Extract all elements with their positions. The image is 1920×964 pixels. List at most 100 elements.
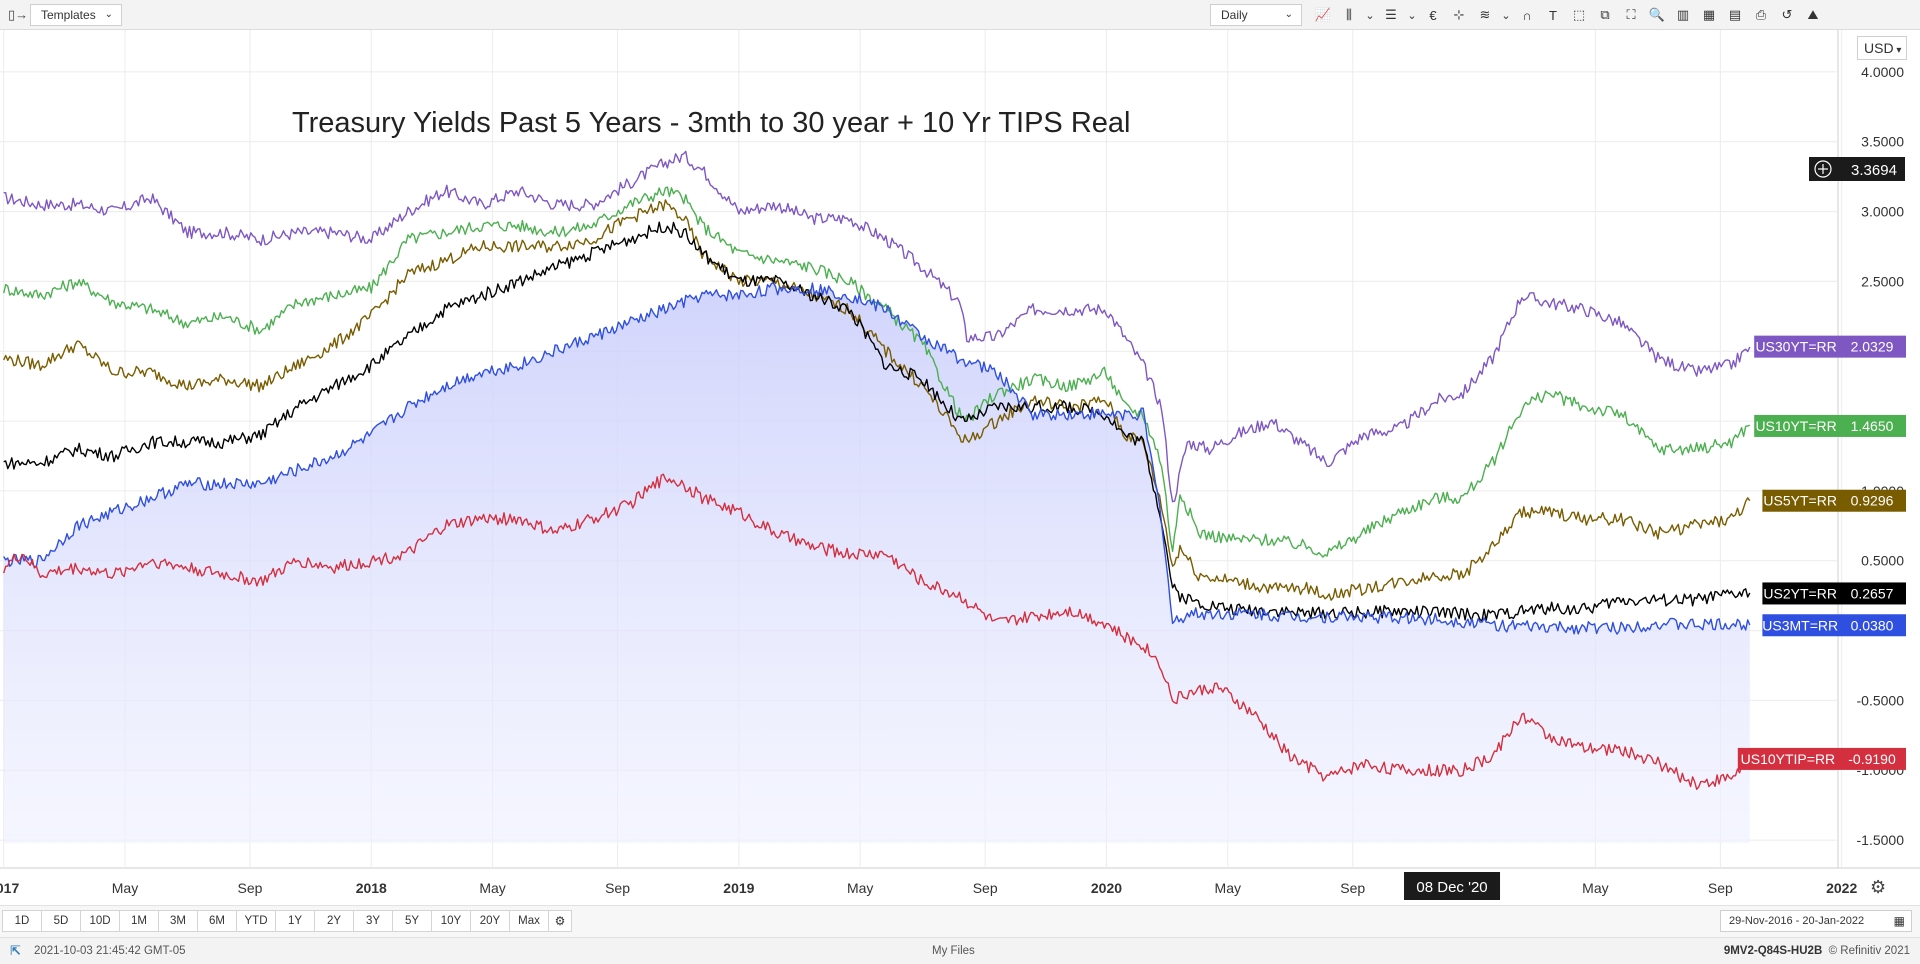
- range-button-ytd[interactable]: YTD: [236, 910, 276, 932]
- logo-icon[interactable]: ⛰: [1807, 7, 1819, 22]
- line-chart-icon[interactable]: 📈: [1314, 7, 1332, 22]
- series-last-value: 2.0329: [1851, 339, 1894, 355]
- series-last-value: 0.0380: [1851, 617, 1894, 633]
- sidebar-toggle-icon[interactable]: ▯→: [8, 7, 29, 22]
- series-last-value: -0.9190: [1848, 751, 1896, 767]
- range-button-3m[interactable]: 3M: [158, 910, 198, 932]
- series-line-us5yt-rr[interactable]: [3, 199, 1751, 601]
- range-button-5d[interactable]: 5D: [41, 910, 81, 932]
- range-button-3y[interactable]: 3Y: [353, 910, 393, 932]
- range-button-6m[interactable]: 6M: [197, 910, 237, 932]
- x-tick-label: Sep: [605, 880, 630, 896]
- y-tick-label: -1.5000: [1857, 832, 1905, 848]
- series-tag-us3mt-rr: US3MT=RR 0.0380: [1762, 614, 1906, 637]
- x-tick-label: May: [112, 880, 138, 896]
- dropdown-icon[interactable]: ⌄: [1365, 9, 1375, 22]
- toolbar-icon-group: 📈 ⫼ ⌄ ☰ ⌄ € ⊹ ≋ ⌄ ∩ T ⬚ ⧉ ⛶ 🔍 ▥ ▦ ▤ ⎙ ↺ ⛰: [1310, 4, 1826, 26]
- status-myfiles[interactable]: My Files: [932, 945, 975, 957]
- layout-icon[interactable]: ⧉: [1600, 7, 1610, 22]
- candle-chart-icon[interactable]: ⫼: [1346, 7, 1352, 22]
- x-tick-label: May: [479, 880, 505, 896]
- y-tick-label: 4.0000: [1861, 64, 1904, 80]
- series-name: US2YT=RR: [1763, 585, 1837, 601]
- x-tick-label: 2018: [356, 880, 387, 896]
- chart-settings-icon[interactable]: ⚙: [1870, 877, 1887, 897]
- range-button-10d[interactable]: 10D: [80, 910, 120, 932]
- x-tick-label: 2019: [723, 880, 754, 896]
- crosshair-icon[interactable]: ⊹: [1453, 7, 1465, 22]
- select-box-icon[interactable]: ⬚: [1572, 7, 1586, 22]
- range-button-20y[interactable]: 20Y: [470, 910, 510, 932]
- range-button-max[interactable]: Max: [509, 910, 549, 932]
- magnet-icon[interactable]: ∩: [1522, 7, 1532, 23]
- series-line-us30yt-rr[interactable]: [3, 150, 1751, 503]
- chart-fills: [3, 283, 1750, 843]
- status-bar: ⇱ 2021-10-03 21:45:42 GMT-05 My Files 9M…: [0, 937, 1920, 964]
- x-tick-label: Sep: [1708, 880, 1733, 896]
- interval-dropdown[interactable]: Daily ⌄: [1210, 4, 1302, 26]
- range-button-2y[interactable]: 2Y: [314, 910, 354, 932]
- date-range-picker[interactable]: 29-Nov-2016 - 20-Jan-2022 ▦: [1720, 910, 1912, 932]
- dropdown-icon[interactable]: ⌄: [1407, 9, 1417, 22]
- series-area-us3mt-rr: [3, 283, 1750, 843]
- x-tick-label: 2017: [0, 880, 19, 896]
- hover-date-tag: 08 Dec '20: [1404, 872, 1501, 900]
- range-button-1m[interactable]: 1M: [119, 910, 159, 932]
- y-axis: 4.00003.50003.00002.50002.00001.50001.00…: [1857, 64, 1905, 848]
- chevron-down-icon: ⌄: [104, 9, 113, 20]
- page-icon[interactable]: ▤: [1728, 7, 1742, 22]
- crosshair-value: 3.3694: [1851, 162, 1897, 179]
- date-range-label: 29-Nov-2016 - 20-Jan-2022: [1729, 915, 1865, 927]
- range-button-10y[interactable]: 10Y: [431, 910, 471, 932]
- undo-icon[interactable]: ↺: [1781, 7, 1793, 22]
- range-button-1d[interactable]: 1D: [2, 910, 42, 932]
- x-tick-label: Sep: [1340, 880, 1365, 896]
- y-tick-label: -0.5000: [1857, 692, 1905, 708]
- chevron-down-icon: ⌄: [1284, 9, 1293, 20]
- fit-icon[interactable]: ⛶: [1626, 7, 1636, 22]
- series-last-value: 0.9296: [1851, 493, 1894, 509]
- series-name: US10YT=RR: [1755, 418, 1836, 434]
- text-tool-icon[interactable]: T: [1549, 7, 1557, 23]
- range-settings-icon[interactable]: ⚙: [548, 910, 572, 932]
- euro-icon[interactable]: €: [1429, 7, 1437, 23]
- column-chart-icon[interactable]: ▥: [1676, 7, 1690, 22]
- series-tag-us5yt-rr: US5YT=RR 0.9296: [1762, 489, 1906, 512]
- currency-dropdown[interactable]: USD ▾: [1857, 36, 1907, 60]
- series-name: US3MT=RR: [1762, 617, 1838, 633]
- series-tag-us10yt-rr: US10YT=RR 1.4650: [1754, 414, 1906, 437]
- range-button-5y[interactable]: 5Y: [392, 910, 432, 932]
- series-name: US10YTIP=RR: [1741, 751, 1836, 767]
- bars-icon[interactable]: ☰: [1385, 7, 1397, 22]
- zoom-icon[interactable]: 🔍: [1648, 7, 1666, 22]
- x-tick-label: Sep: [973, 880, 998, 896]
- x-tick-label: May: [847, 880, 873, 896]
- series-tag-us2yt-rr: US2YT=RR 0.2657: [1762, 582, 1906, 605]
- x-tick-label: May: [1215, 880, 1241, 896]
- currency-label: USD: [1864, 40, 1894, 56]
- chart-title: Treasury Yields Past 5 Years - 3mth to 3…: [292, 107, 1130, 139]
- x-tick-label: 2022: [1826, 880, 1857, 896]
- templates-dropdown[interactable]: Templates ⌄: [30, 4, 122, 26]
- status-copyright: © Refinitiv 2021: [1828, 945, 1910, 957]
- dropdown-icon[interactable]: ⌄: [1501, 9, 1511, 22]
- hover-date: 08 Dec '20: [1416, 879, 1487, 896]
- x-tick-label: May: [1582, 880, 1608, 896]
- interval-label: Daily: [1221, 8, 1248, 22]
- bookmark-icon[interactable]: ⎙: [1755, 7, 1767, 22]
- top-toolbar: ▯→ Templates ⌄ Daily ⌄ 📈 ⫼ ⌄ ☰ ⌄ € ⊹ ≋ ⌄ ∩ T ⬚ ⧉ ⛶ 🔍 ▥ ▦…: [0, 0, 1920, 30]
- series-line-us10ytip-rr[interactable]: [3, 473, 1751, 790]
- range-button-1y[interactable]: 1Y: [275, 910, 315, 932]
- series-last-value: 0.2657: [1851, 585, 1894, 601]
- calendar-icon: ▦: [1893, 914, 1905, 928]
- series-line-us3mt-rr[interactable]: [3, 282, 1751, 635]
- series-line-us2yt-rr[interactable]: [3, 221, 1751, 622]
- trend-icon[interactable]: ≋: [1479, 7, 1491, 22]
- series-tag-us30yt-rr: US30YT=RR 2.0329: [1754, 335, 1906, 358]
- crosshair-value-tag: 3.3694: [1809, 157, 1905, 181]
- grid-icon[interactable]: ▦: [1702, 7, 1716, 22]
- range-buttons: 1D 5D 10D 1M 3M 6M YTD 1Y 2Y 3Y 5Y 10Y 20Y Max ⚙: [2, 910, 572, 932]
- y-tick-label: 2.5000: [1861, 273, 1904, 289]
- x-tick-label: Sep: [238, 880, 263, 896]
